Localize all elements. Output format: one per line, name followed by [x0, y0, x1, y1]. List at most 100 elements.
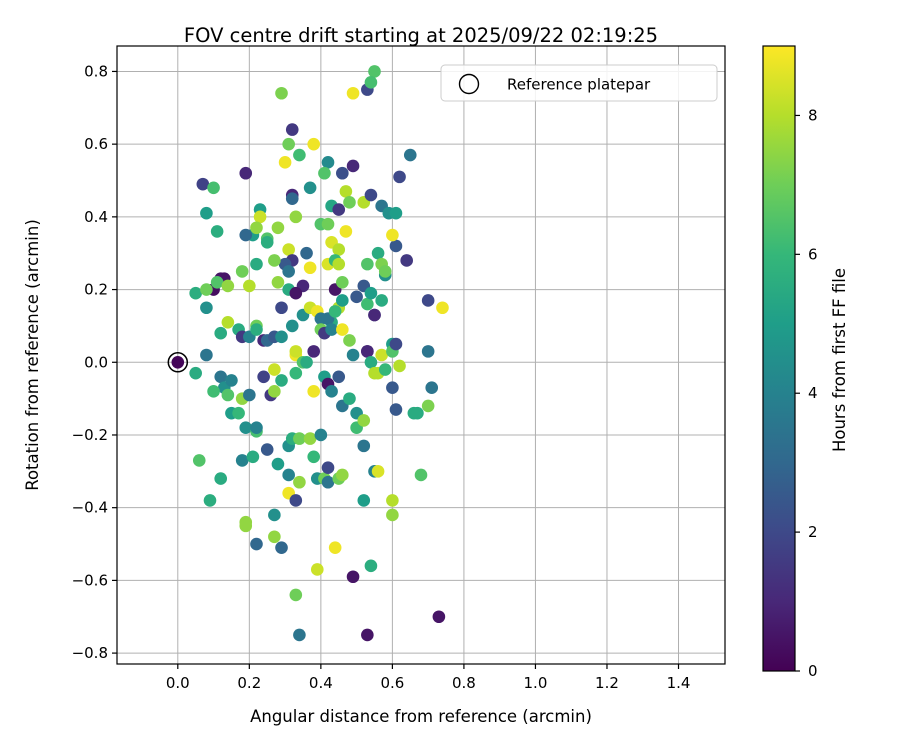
data-point — [243, 388, 256, 402]
data-point — [268, 385, 281, 398]
x-tick-label: 1.4 — [667, 674, 691, 692]
y-tick-label: 0.0 — [84, 353, 108, 371]
legend-reference-marker — [458, 73, 480, 95]
data-point — [336, 275, 349, 289]
data-point — [389, 239, 403, 253]
data-point — [364, 76, 378, 89]
data-point — [403, 148, 417, 162]
data-point — [357, 414, 371, 427]
data-point — [200, 348, 213, 362]
data-point — [318, 166, 331, 180]
data-point — [336, 323, 349, 336]
data-point — [214, 370, 228, 384]
data-point — [196, 177, 210, 191]
data-point — [250, 221, 263, 235]
colorbar-tick-label: 2 — [808, 523, 818, 541]
data-point — [210, 275, 224, 289]
data-point — [386, 494, 399, 507]
data-point — [221, 315, 235, 329]
data-point — [332, 203, 346, 216]
data-point — [425, 381, 439, 395]
data-point — [421, 294, 435, 307]
data-point — [328, 305, 342, 318]
colorbar-tick-label: 6 — [808, 245, 818, 263]
data-point — [343, 392, 356, 405]
data-point — [275, 541, 288, 554]
data-point — [357, 494, 371, 507]
data-point — [275, 301, 288, 315]
data-point — [221, 388, 235, 402]
plot-area-frame — [116, 45, 726, 665]
data-point — [207, 385, 220, 398]
data-point — [307, 385, 321, 398]
y-tick-label: 0.8 — [84, 62, 108, 80]
data-point — [289, 366, 303, 380]
x-tick-label: 0.8 — [452, 674, 476, 692]
data-point — [375, 294, 388, 307]
data-point — [336, 468, 349, 482]
data-point — [285, 123, 299, 136]
data-point — [368, 308, 381, 322]
data-point — [307, 450, 321, 464]
data-point — [293, 475, 306, 489]
chart-title: FOV centre drift starting at 2025/09/22 … — [184, 24, 658, 47]
data-point — [414, 468, 428, 482]
colorbar-tick-label: 4 — [808, 384, 818, 402]
legend: Reference platepar — [440, 64, 718, 102]
data-point — [328, 541, 342, 554]
data-point — [325, 385, 338, 398]
data-point — [239, 421, 253, 435]
data-point — [250, 421, 263, 435]
data-point — [389, 403, 403, 416]
data-point — [378, 363, 392, 376]
data-point — [214, 472, 228, 485]
x-tick-label: 0.4 — [309, 674, 333, 692]
data-point — [250, 323, 263, 336]
data-point — [293, 148, 306, 162]
y-tick-label: 0.6 — [84, 135, 108, 153]
y-tick-label: −0.4 — [72, 499, 108, 517]
data-point — [336, 294, 349, 307]
data-point — [278, 156, 292, 169]
data-point — [282, 468, 295, 482]
data-point — [325, 323, 338, 336]
data-point — [386, 228, 399, 242]
data-point — [189, 366, 202, 380]
data-point — [289, 588, 303, 602]
colorbar: 0 2 4 6 8 Hours from first FF file — [762, 45, 849, 680]
data-point — [271, 275, 285, 289]
data-point — [421, 399, 435, 413]
x-axis-label: Angular distance from reference (arcmin) — [250, 707, 592, 726]
data-point — [400, 254, 413, 267]
data-point — [364, 188, 378, 202]
data-point — [332, 257, 346, 271]
grid-lines — [117, 46, 725, 664]
data-point — [239, 519, 253, 533]
y-tick-label: −0.6 — [72, 571, 108, 589]
data-point — [285, 319, 299, 333]
data-point — [364, 355, 378, 369]
data-point — [361, 628, 374, 642]
data-point — [307, 137, 321, 151]
data-point — [293, 628, 306, 642]
data-point — [250, 257, 263, 271]
legend-box — [440, 64, 718, 102]
data-point — [239, 166, 253, 180]
x-tick-label: 0.0 — [166, 674, 190, 692]
data-point — [268, 254, 281, 267]
y-axis-label: Rotation from reference (arcmin) — [23, 219, 42, 491]
data-point — [321, 461, 335, 474]
data-point — [411, 406, 424, 420]
data-point — [386, 508, 399, 522]
data-point — [268, 363, 281, 376]
data-point — [303, 181, 317, 195]
data-point — [200, 206, 213, 220]
data-point — [346, 159, 360, 173]
data-point — [192, 454, 206, 467]
data-point — [332, 370, 346, 384]
data-point — [314, 428, 328, 442]
data-point — [293, 432, 306, 445]
data-point — [282, 137, 295, 151]
x-tick-label: 0.6 — [380, 674, 404, 692]
